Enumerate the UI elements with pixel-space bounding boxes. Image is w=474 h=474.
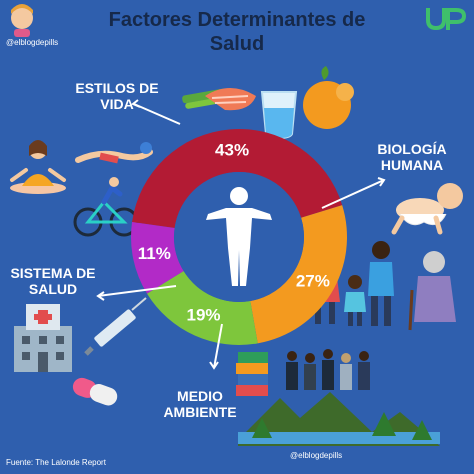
slice-3 (147, 271, 258, 345)
data-label-1: 43% (215, 140, 249, 159)
label-medio-line2: AMBIENTE (163, 404, 237, 420)
arrow-biologia (321, 179, 385, 209)
slice-2 (250, 205, 347, 344)
hospital-icon (14, 304, 72, 372)
label-estilos-line1: ESTILOS DE (75, 80, 159, 96)
handle-bottom: @elblogdepills (290, 451, 343, 460)
title-line-1: Factores Determinantes de (108, 9, 366, 31)
slice-1 (132, 128, 343, 228)
logo-icon (426, 8, 467, 31)
label-estilos-line2: VIDA (100, 96, 134, 112)
chart-data-labels: 43% 27% 19% 11% (138, 140, 330, 324)
arrow-sistema (97, 285, 177, 297)
label-medio-line1: MEDIO (177, 388, 223, 404)
pill-icon (72, 377, 118, 406)
elderly-icon (408, 251, 456, 331)
label-biologia-line2: HUMANA (380, 157, 444, 173)
label-biologia-line1: BIOLOGÍA (377, 141, 447, 157)
books-icon (236, 352, 268, 396)
label-sistema-line2: SALUD (28, 281, 78, 297)
data-label-2: 27% (296, 272, 330, 291)
source-caption: Fuente: The Lalonde Report (6, 458, 106, 467)
label-estilos-de-vida: ESTILOS DE VIDA (62, 80, 172, 112)
nature-icon (238, 392, 440, 446)
data-label-3: 19% (187, 305, 221, 324)
slice-4 (131, 221, 184, 294)
arrow-medio (213, 323, 223, 369)
page-title: Factores Determinantes de Salud (0, 8, 474, 56)
arrows (96, 99, 386, 370)
label-sistema-de-salud: SISTEMA DE SALUD (0, 265, 106, 297)
swimmer-icon (75, 142, 153, 164)
syringe-icon (84, 297, 147, 356)
chart-slices (131, 128, 347, 345)
title-line-2: Salud (209, 33, 265, 55)
handle-top: @elblogdepills (6, 38, 59, 47)
label-biologia-humana: BIOLOGÍA HUMANA (362, 141, 462, 173)
yoga-icon (10, 140, 66, 194)
baby-icon (391, 183, 463, 235)
label-sistema-line1: SISTEMA DE (10, 265, 96, 281)
human-body-icon (206, 187, 272, 286)
arrow-estilos (133, 103, 181, 125)
avatar-icon (11, 4, 33, 37)
food-icon (182, 88, 256, 111)
orange-icon (303, 66, 354, 129)
people-group-icon (286, 349, 370, 390)
data-label-4: 11% (138, 244, 171, 263)
label-medio-ambiente: MEDIO AMBIENTE (150, 388, 250, 420)
